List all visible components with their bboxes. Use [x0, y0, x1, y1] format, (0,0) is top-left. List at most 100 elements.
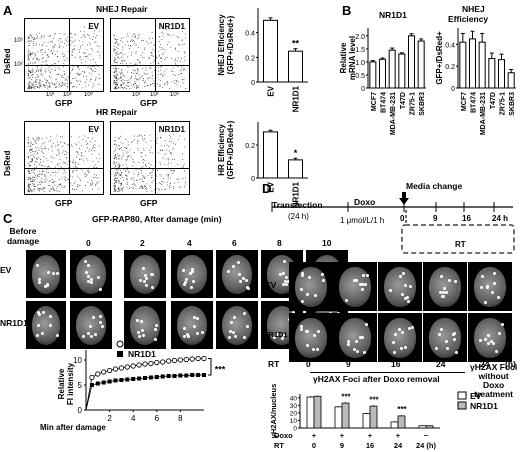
flow-event	[155, 161, 157, 163]
flow-event	[35, 166, 37, 168]
flow-event	[29, 85, 31, 87]
category-label: NR1D1	[292, 181, 301, 208]
flow-event	[130, 186, 132, 188]
flow-event	[48, 56, 50, 57]
flow-event	[113, 60, 115, 62]
flow-event	[115, 84, 117, 86]
flow-event	[159, 84, 161, 86]
flow-event	[114, 174, 116, 176]
flow-event	[62, 66, 64, 68]
flow-event	[121, 55, 123, 57]
flow-event	[93, 146, 95, 148]
flow-event	[114, 74, 116, 76]
flow-event	[65, 59, 67, 61]
flow-event	[32, 84, 34, 86]
flow-event	[185, 88, 187, 90]
flow-event	[183, 68, 185, 70]
flow-event	[90, 184, 92, 186]
flow-event	[113, 68, 115, 70]
flow-event	[42, 61, 44, 63]
flow-event	[72, 69, 74, 70]
flow-event	[164, 71, 166, 73]
flow-event	[32, 158, 34, 160]
flow-event	[86, 56, 87, 58]
flow-event	[62, 152, 64, 154]
flow-event	[115, 54, 117, 56]
focus-dot	[247, 286, 251, 290]
flow-event	[70, 44, 72, 46]
flow-event	[29, 84, 31, 86]
flow-event	[43, 148, 45, 150]
panel-b-title-left: NR1D1	[379, 10, 407, 20]
flow-event	[140, 152, 142, 154]
flow-event	[151, 175, 153, 177]
flow-event	[58, 86, 60, 88]
flow-event	[27, 156, 29, 158]
bar	[408, 35, 415, 89]
flow-event	[134, 82, 136, 84]
flow-event	[151, 71, 153, 73]
flow-event	[38, 176, 40, 177]
flow-event	[69, 67, 70, 69]
flow-event	[28, 64, 30, 66]
flow-event	[121, 62, 123, 64]
flow-event	[142, 159, 144, 161]
flow-event	[96, 27, 98, 29]
flow-event	[115, 172, 117, 174]
flow-event	[27, 185, 29, 187]
flow-event	[72, 159, 74, 161]
flow-event	[49, 85, 50, 87]
focus-dot	[347, 339, 351, 343]
flow-event	[28, 57, 30, 59]
focus-dot	[191, 270, 195, 274]
flow-event	[166, 174, 168, 176]
flow-event	[92, 138, 93, 140]
flow-event	[35, 86, 37, 87]
flow-event	[39, 163, 41, 165]
flow-event	[79, 30, 81, 32]
flow-event	[166, 158, 168, 160]
flow-event	[29, 165, 31, 167]
flow-event	[41, 49, 43, 51]
flow-event	[97, 183, 99, 185]
flow-event	[32, 138, 34, 140]
flow-ylabel-bottom: DsRed	[3, 150, 12, 176]
flow-event	[35, 147, 37, 148]
flow-event	[122, 143, 124, 145]
flow-event	[41, 150, 43, 152]
flow-event	[61, 76, 63, 78]
flow-event	[114, 182, 116, 184]
flow-event	[114, 185, 116, 187]
flow-event	[72, 176, 74, 178]
flow-event	[181, 31, 183, 33]
flow-event	[73, 162, 75, 164]
data-point-nr1d1	[160, 374, 165, 379]
flow-event	[32, 151, 34, 153]
flow-event	[136, 63, 138, 65]
flow-event	[51, 52, 53, 54]
flow-event	[29, 34, 31, 36]
flow-event	[63, 176, 65, 178]
flow-event	[150, 146, 152, 148]
flow-event	[119, 183, 121, 184]
flow-event	[123, 83, 124, 85]
flow-event	[40, 173, 42, 175]
flow-event	[60, 85, 62, 87]
flow-event	[50, 77, 52, 79]
flow-event	[33, 150, 35, 152]
flow-event	[52, 46, 54, 47]
flow-event	[81, 152, 83, 154]
flow-event	[33, 176, 35, 178]
flow-event	[65, 153, 67, 155]
flow-event	[50, 135, 52, 137]
flow-event	[146, 189, 148, 191]
flow-event	[145, 168, 146, 170]
flow-event	[33, 155, 35, 157]
flow-event	[36, 168, 38, 170]
flow-event	[78, 80, 80, 82]
focus-dot	[407, 299, 411, 303]
flow-event	[118, 77, 120, 79]
flow-event	[87, 143, 89, 145]
flow-event	[98, 153, 100, 155]
focus-dot	[479, 285, 483, 289]
